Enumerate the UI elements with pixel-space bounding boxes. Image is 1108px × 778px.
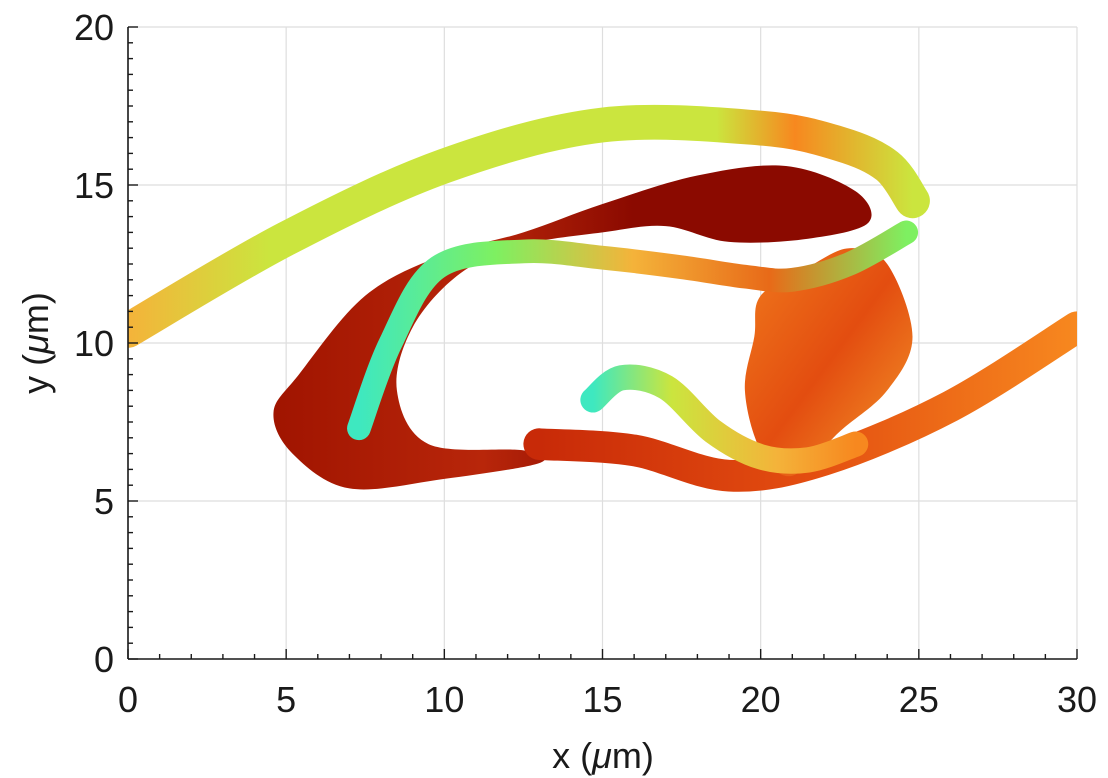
x-tick-label: 30 (1057, 679, 1097, 720)
x-tick-label: 15 (582, 679, 622, 720)
inner-lower-green-arm (580, 364, 869, 474)
y-axis-label: y (μm) (15, 292, 56, 394)
x-tick-label: 25 (899, 679, 939, 720)
x-axis-label: x (μm) (552, 735, 654, 776)
right-lobe (744, 248, 913, 477)
y-tick-label: 15 (74, 165, 114, 206)
y-tick-label: 0 (94, 639, 114, 680)
axes (127, 26, 1078, 660)
y-tick-label: 5 (94, 481, 114, 522)
y-tick-label: 20 (74, 7, 114, 48)
x-tick-label: 20 (741, 679, 781, 720)
x-tick-label: 0 (118, 679, 138, 720)
surface-structures (128, 104, 1077, 492)
inner-green-loop (347, 220, 919, 441)
y-tick-label: 10 (74, 323, 114, 364)
outer-arc-band (128, 104, 930, 348)
x-tick-label: 5 (276, 679, 296, 720)
tick-labels: 0 5 10 15 20 25 30 0 5 10 15 20 (74, 7, 1097, 720)
x-tick-label: 10 (424, 679, 464, 720)
